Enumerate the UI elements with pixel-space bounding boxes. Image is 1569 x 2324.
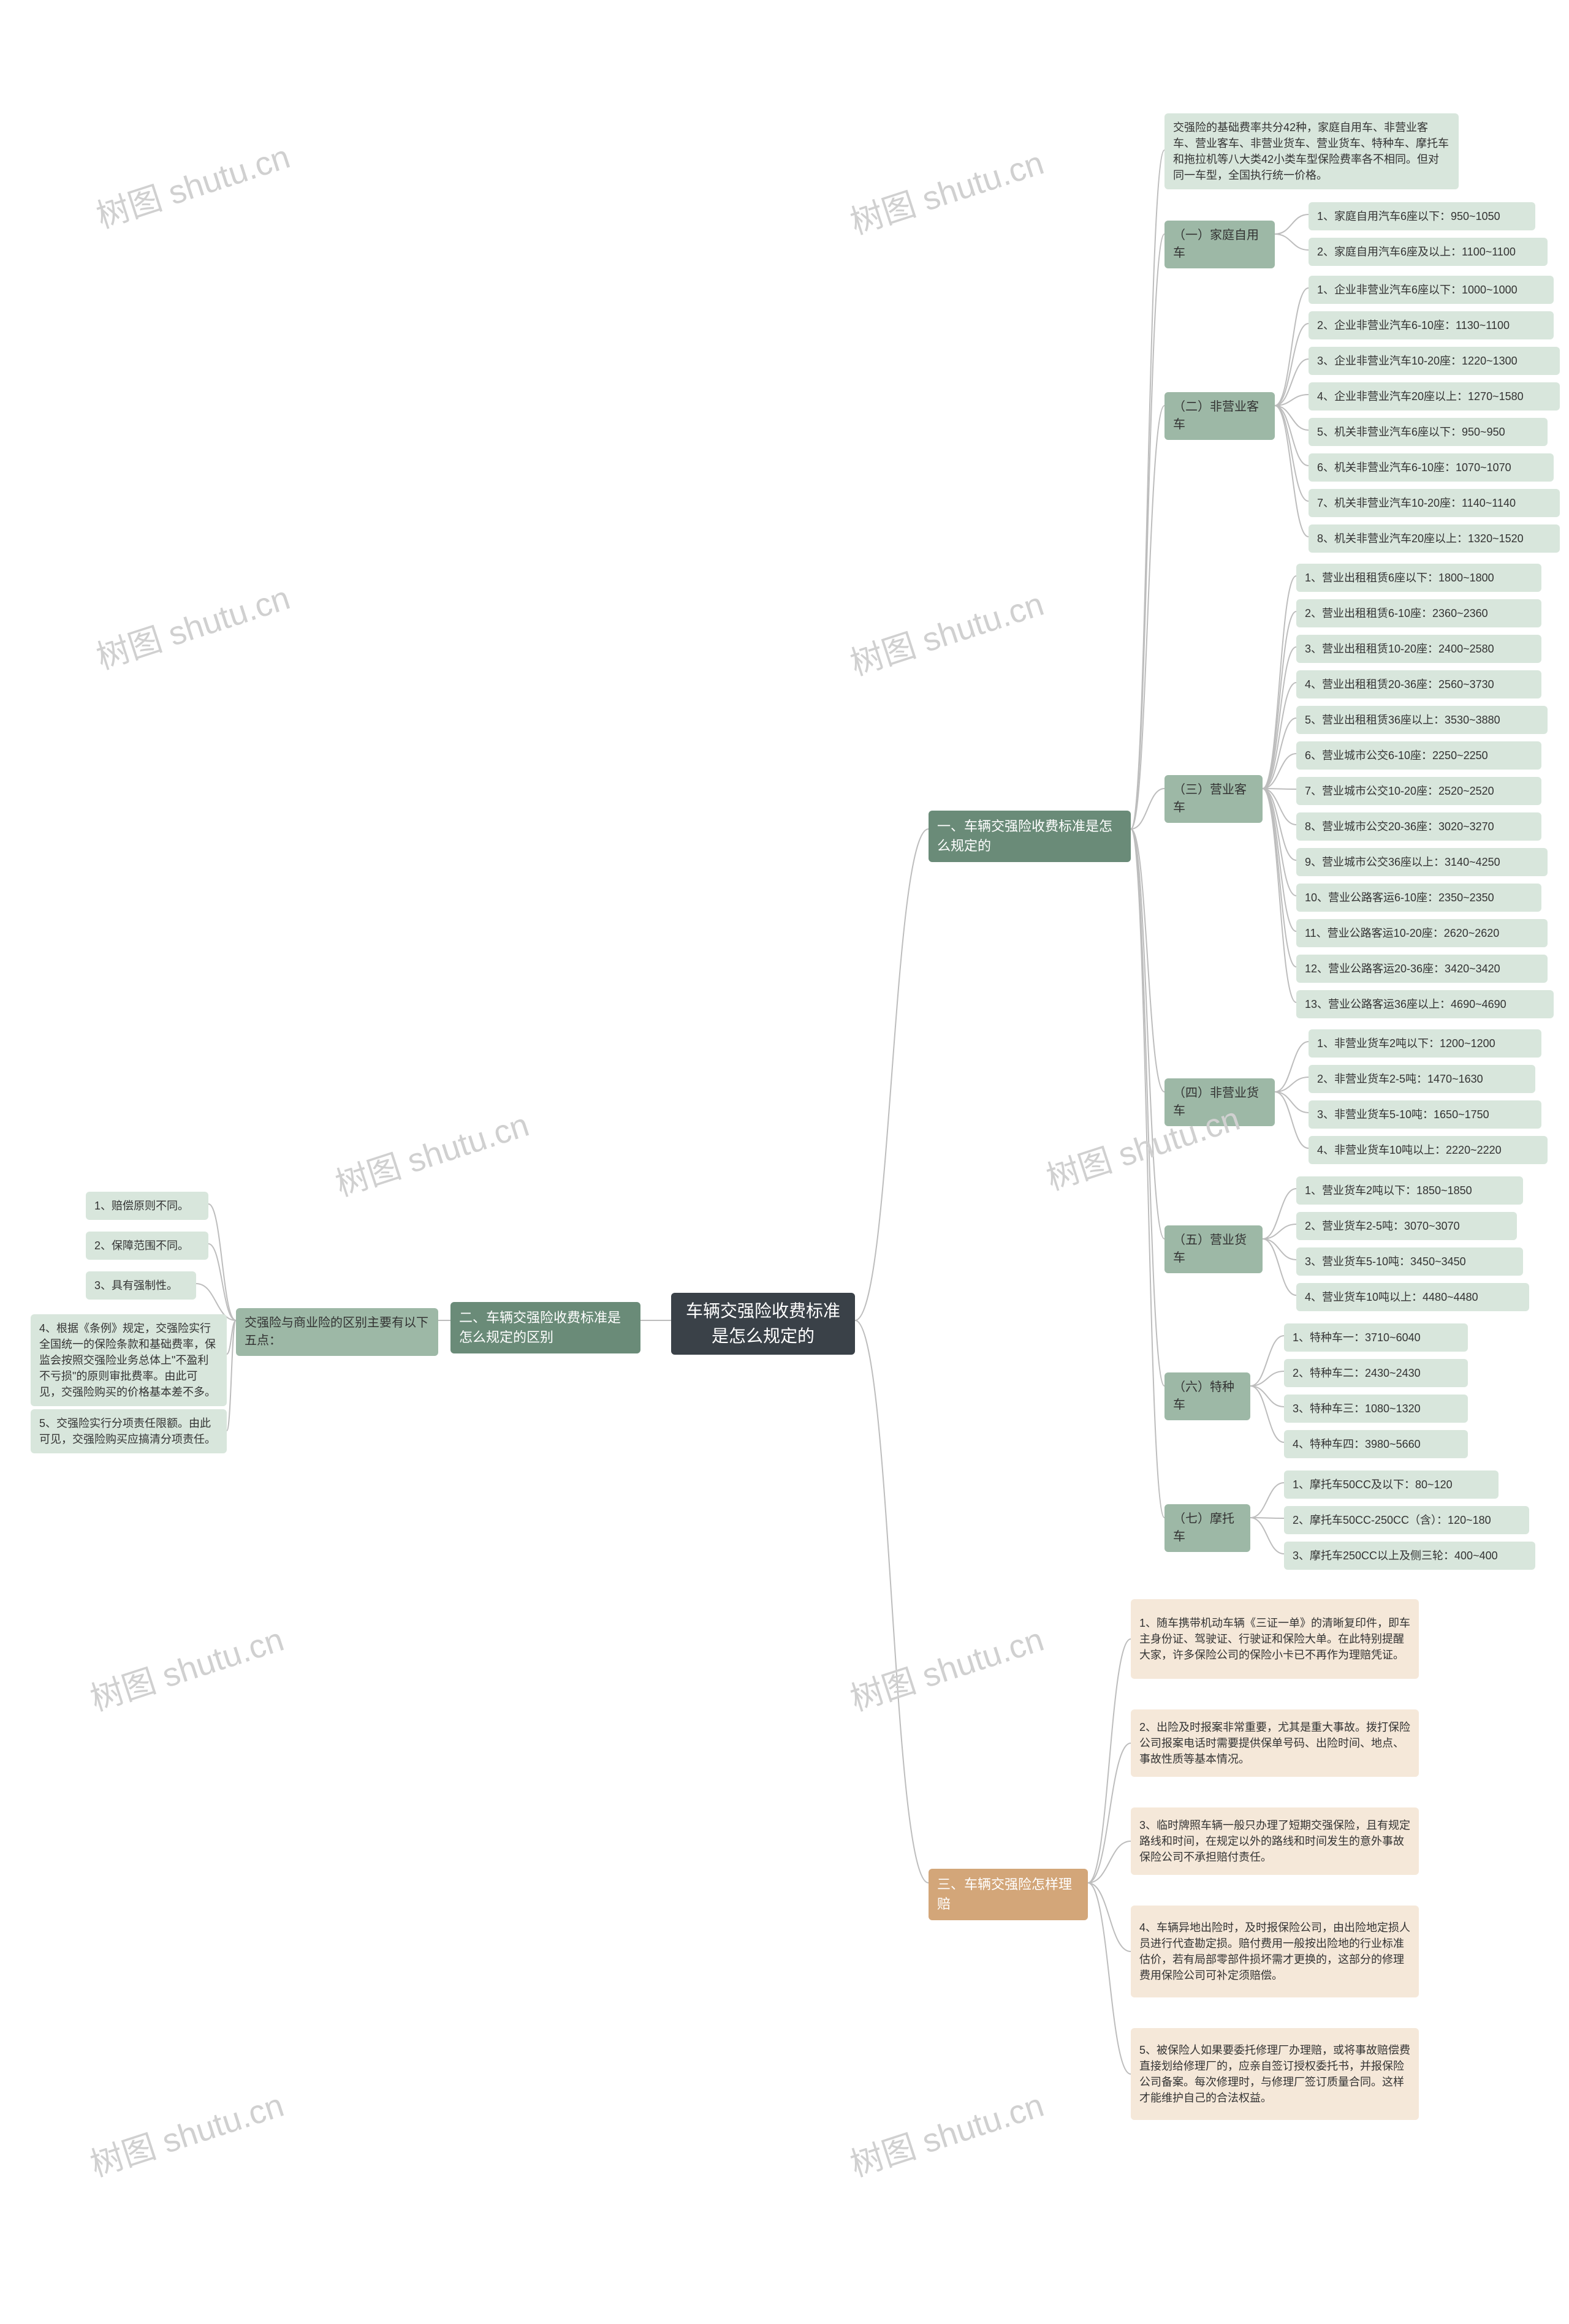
mindmap-node: 2、出险及时报案非常重要，尤其是重大事故。拨打保险公司报案电话时需要提供保单号码… <box>1131 1709 1419 1777</box>
mindmap-node: （一）家庭自用车 <box>1164 221 1275 268</box>
mindmap-node: 2、营业货车2-5吨：3070~3070 <box>1296 1212 1517 1240</box>
mindmap-node: 1、企业非营业汽车6座以下：1000~1000 <box>1309 276 1554 304</box>
mindmap-node: 11、营业公路客运10-20座：2620~2620 <box>1296 919 1548 947</box>
mindmap-node: 1、非营业货车2吨以下：1200~1200 <box>1309 1029 1541 1058</box>
mindmap-node: 1、特种车一：3710~6040 <box>1284 1323 1468 1352</box>
watermark: 树图 shutu.cn <box>83 2078 289 2186</box>
mindmap-node: 3、临时牌照车辆一般只办理了短期交强保险，且有规定路线和时间，在规定以外的路线和… <box>1131 1807 1419 1875</box>
mindmap-node: 12、营业公路客运20-36座：3420~3420 <box>1296 955 1548 983</box>
watermark: 树图 shutu.cn <box>329 1097 534 1205</box>
mindmap-node: 2、特种车二：2430~2430 <box>1284 1359 1468 1387</box>
mindmap-node: 4、企业非营业汽车20座以上：1270~1580 <box>1309 382 1560 411</box>
mindmap-node: 10、营业公路客运6-10座：2350~2350 <box>1296 884 1541 912</box>
mindmap-node: 4、营业出租租赁20-36座：2560~3730 <box>1296 670 1541 698</box>
mindmap-node: 2、非营业货车2-5吨：1470~1630 <box>1309 1065 1535 1093</box>
mindmap-node: 3、特种车三：1080~1320 <box>1284 1395 1468 1423</box>
mindmap-node: 4、营业货车10吨以上：4480~4480 <box>1296 1283 1529 1311</box>
mindmap-node: 1、营业出租租赁6座以下：1800~1800 <box>1296 564 1541 592</box>
mindmap-node: 5、被保险人如果要委托修理厂办理赔，或将事故赔偿费直接划给修理厂的，应亲自签订授… <box>1131 2028 1419 2120</box>
mindmap-node: 4、非营业货车10吨以上：2220~2220 <box>1309 1136 1548 1164</box>
watermark: 树图 shutu.cn <box>89 129 295 237</box>
mindmap-node: 5、机关非营业汽车6座以下：950~950 <box>1309 418 1548 446</box>
mindmap-node: 交强险与商业险的区别主要有以下五点： <box>236 1308 438 1356</box>
mindmap-node: 3、营业货车5-10吨：3450~3450 <box>1296 1247 1523 1276</box>
mindmap-node: 7、机关非营业汽车10-20座：1140~1140 <box>1309 489 1560 517</box>
mindmap-node: 3、具有强制性。 <box>86 1271 196 1300</box>
watermark: 树图 shutu.cn <box>83 1612 289 1720</box>
mindmap-node: 一、车辆交强险收费标准是怎么规定的 <box>929 811 1131 862</box>
mindmap-node: 4、特种车四：3980~5660 <box>1284 1430 1468 1458</box>
mindmap-node: 6、机关非营业汽车6-10座：1070~1070 <box>1309 453 1554 482</box>
mindmap-node: 3、摩托车250CC以上及侧三轮：400~400 <box>1284 1542 1535 1570</box>
mindmap-node: 6、营业城市公交6-10座：2250~2250 <box>1296 741 1541 770</box>
mindmap-node: 7、营业城市公交10-20座：2520~2520 <box>1296 777 1541 805</box>
mindmap-node: 9、营业城市公交36座以上：3140~4250 <box>1296 848 1548 876</box>
mindmap-node: 2、摩托车50CC-250CC（含）：120~180 <box>1284 1506 1529 1534</box>
mindmap-node: 2、营业出租租赁6-10座：2360~2360 <box>1296 599 1541 627</box>
watermark: 树图 shutu.cn <box>89 570 295 678</box>
mindmap-node: 8、营业城市公交20-36座：3020~3270 <box>1296 812 1541 841</box>
mindmap-node: 三、车辆交强险怎样理赔 <box>929 1869 1088 1920</box>
mindmap-node: 2、保障范围不同。 <box>86 1232 208 1260</box>
mindmap-node: 3、营业出租租赁10-20座：2400~2580 <box>1296 635 1541 663</box>
mindmap-node: （七）摩托车 <box>1164 1504 1250 1552</box>
mindmap-node: 二、车辆交强险收费标准是怎么规定的区别 <box>450 1302 640 1353</box>
mindmap-node: 4、车辆异地出险时，及时报保险公司，由出险地定损人员进行代查勘定损。赔付费用一般… <box>1131 1906 1419 1997</box>
mindmap-node: 4、根据《条例》规定，交强险实行全国统一的保险条款和基础费率，保监会按照交强险业… <box>31 1314 227 1406</box>
mindmap-node: 交强险的基础费率共分42种，家庭自用车、非营业客车、营业客车、非营业货车、营业货… <box>1164 113 1459 189</box>
mindmap-node: （二）非营业客车 <box>1164 392 1275 440</box>
watermark: 树图 shutu.cn <box>843 577 1049 684</box>
watermark: 树图 shutu.cn <box>843 135 1049 243</box>
mindmap-node: 1、赔偿原则不同。 <box>86 1192 208 1220</box>
mindmap-node: 2、企业非营业汽车6-10座：1130~1100 <box>1309 311 1554 339</box>
mindmap-node: 车辆交强险收费标准是怎么规定的 <box>671 1293 855 1355</box>
mindmap-node: 13、营业公路客运36座以上：4690~4690 <box>1296 990 1554 1018</box>
mindmap-node: 1、随车携带机动车辆《三证一单》的清晰复印件，即车主身份证、驾驶证、行驶证和保险… <box>1131 1599 1419 1679</box>
mindmap-node: 8、机关非营业汽车20座以上：1320~1520 <box>1309 524 1560 553</box>
mindmap-node: （三）营业客车 <box>1164 775 1263 823</box>
watermark: 树图 shutu.cn <box>843 2078 1049 2186</box>
mindmap-node: 2、家庭自用汽车6座及以上：1100~1100 <box>1309 238 1548 266</box>
mindmap-node: 5、交强险实行分项责任限额。由此可见，交强险购买应搞清分项责任。 <box>31 1409 227 1453</box>
mindmap-node: 5、营业出租租赁36座以上：3530~3880 <box>1296 706 1548 734</box>
mindmap-node: 3、非营业货车5-10吨：1650~1750 <box>1309 1100 1541 1129</box>
mindmap-node: （四）非营业货车 <box>1164 1078 1275 1126</box>
watermark: 树图 shutu.cn <box>843 1612 1049 1720</box>
mindmap-node: 1、营业货车2吨以下：1850~1850 <box>1296 1176 1523 1205</box>
mindmap-node: （五）营业货车 <box>1164 1225 1263 1273</box>
mindmap-node: 1、摩托车50CC及以下：80~120 <box>1284 1470 1499 1499</box>
mindmap-node: 3、企业非营业汽车10-20座：1220~1300 <box>1309 347 1560 375</box>
mindmap-node: 1、家庭自用汽车6座以下：950~1050 <box>1309 202 1535 230</box>
mindmap-node: （六）特种车 <box>1164 1372 1250 1420</box>
mindmap-canvas: 车辆交强险收费标准是怎么规定的 一、车辆交强险收费标准是怎么规定的 交强险的基础费率… <box>0 0 1569 2324</box>
